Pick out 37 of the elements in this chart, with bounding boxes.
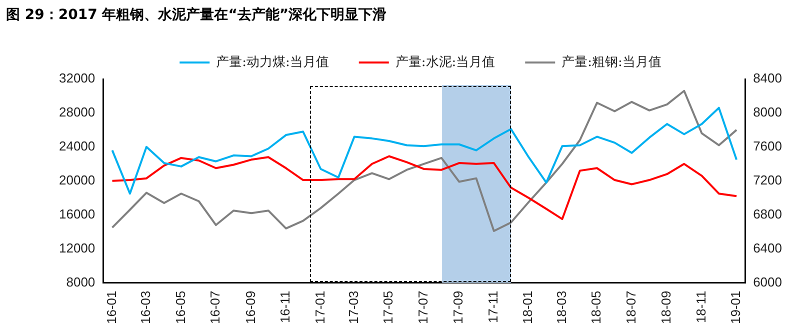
- x-tick-label: 18-09: [658, 290, 674, 324]
- x-tick-label: 17-07: [415, 290, 430, 324]
- x-tick-label: 18-07: [623, 290, 638, 324]
- x-tick-label: 16-07: [208, 290, 223, 324]
- y-tick-label: 32000: [58, 70, 96, 86]
- chart-title: 图 29：2017 年粗钢、水泥产量在“去产能”深化下明显下滑: [6, 6, 387, 24]
- y-tick-label: 28000: [58, 104, 96, 120]
- x-tick-label: 19-01: [728, 290, 744, 324]
- y2-tick-label: 7200: [753, 172, 782, 188]
- y2-tick-label: 8400: [753, 70, 782, 86]
- y-tick-label: 8000: [66, 274, 96, 290]
- y2-tick-label: 6800: [753, 206, 782, 222]
- x-tick-label: 17-09: [450, 290, 466, 324]
- y2-tick-label: 6400: [753, 240, 782, 256]
- legend-label: 产量:动力煤:当月值: [216, 54, 329, 70]
- x-tick-label: 18-01: [520, 290, 536, 324]
- x-tick-label: 18-03: [554, 290, 569, 324]
- x-tick-label: 17-03: [346, 290, 361, 324]
- y2-tick-label: 6000: [753, 274, 782, 290]
- x-tick-label: 16-09: [242, 290, 258, 324]
- y-tick-label: 12000: [58, 240, 96, 256]
- x-tick-label: 17-01: [312, 290, 328, 324]
- x-tick-label: 18-05: [588, 290, 604, 324]
- x-tick-label: 18-11: [693, 290, 708, 324]
- legend-label: 产量:水泥:当月值: [395, 54, 496, 70]
- x-tick-label: 17-05: [380, 290, 396, 324]
- x-tick-label: 16-01: [104, 290, 119, 324]
- y2-tick-label: 8000: [753, 104, 782, 120]
- legend-label: 产量:粗钢:当月值: [562, 54, 662, 70]
- x-tick-label: 16-05: [172, 290, 188, 324]
- y-tick-label: 20000: [58, 172, 96, 188]
- y2-tick-label: 7600: [753, 138, 782, 154]
- y-tick-label: 24000: [58, 138, 96, 154]
- x-tick-label: 16-11: [278, 290, 293, 324]
- y-tick-label: 16000: [58, 206, 96, 222]
- x-tick-label: 16-03: [138, 290, 154, 324]
- x-tick-label: 17-11: [485, 290, 500, 324]
